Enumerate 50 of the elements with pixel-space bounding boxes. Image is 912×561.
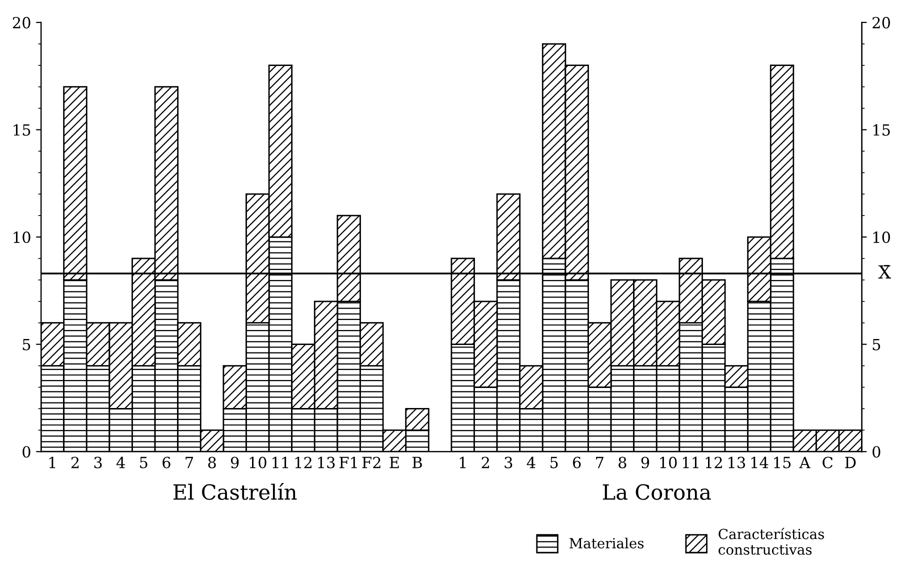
x-tick-label: 5 bbox=[140, 456, 148, 468]
x-tick-label: B bbox=[412, 456, 422, 468]
x-tick-label: F1 bbox=[340, 456, 357, 468]
x-tick-label: 4 bbox=[526, 456, 536, 468]
x-tick-label: 12 bbox=[295, 456, 312, 468]
x-tick-label: 11 bbox=[272, 456, 288, 468]
y2-tick-label: 20 bbox=[872, 16, 890, 28]
y2-tick-label: 0 bbox=[872, 446, 880, 458]
x-tick-label: 8 bbox=[618, 456, 626, 468]
x-tick-label: 10 bbox=[660, 456, 677, 468]
x-tick-label: 1 bbox=[49, 456, 56, 468]
x-tick-label: 5 bbox=[550, 456, 558, 468]
x-tick-label: 7 bbox=[186, 456, 193, 468]
text: El Castrelín bbox=[174, 482, 297, 500]
legend-label: Características constructivas bbox=[718, 528, 824, 555]
x-tick-label: A bbox=[799, 456, 811, 468]
x-tick-label: 9 bbox=[641, 456, 650, 468]
x-tick-label: 6 bbox=[162, 456, 170, 468]
y-tick-label: 0 bbox=[22, 446, 30, 458]
y2-tick-label: 5 bbox=[872, 338, 880, 350]
x-tick-label: 9 bbox=[230, 456, 239, 468]
x-tick-label: 15 bbox=[774, 456, 791, 468]
x-tick-label: 2 bbox=[482, 456, 489, 468]
y-tick-label: 15 bbox=[14, 124, 30, 136]
x-tick-label: 12 bbox=[706, 456, 722, 468]
x-tick-label: 11 bbox=[682, 456, 698, 468]
x-tick-label: 3 bbox=[504, 456, 512, 468]
x-tick-label: F2 bbox=[362, 456, 380, 468]
x-tick-label: 14 bbox=[751, 456, 768, 468]
y-tick-label: 5 bbox=[22, 338, 30, 350]
x-tick-label: 8 bbox=[208, 456, 216, 468]
x-tick-label: 2 bbox=[71, 456, 79, 468]
ref-line-label: X̄ bbox=[878, 265, 892, 278]
x-tick-label: 6 bbox=[573, 456, 581, 468]
x-tick-label: 10 bbox=[250, 456, 266, 468]
x-tick-label: E bbox=[390, 456, 399, 468]
y-tick-label: 20 bbox=[12, 16, 30, 28]
x-tick-label: 3 bbox=[94, 456, 102, 468]
x-tick-label: C bbox=[822, 456, 833, 468]
x-tick-label: D bbox=[845, 456, 856, 468]
x-tick-label: 7 bbox=[596, 456, 604, 468]
y2-tick-label: 10 bbox=[873, 231, 890, 244]
y2-tick-label: 15 bbox=[873, 124, 890, 136]
legend-label: Materiales bbox=[570, 538, 644, 548]
y-tick-label: 10 bbox=[14, 231, 30, 244]
x-tick-label: 4 bbox=[116, 456, 125, 468]
x-tick-label: 1 bbox=[460, 456, 466, 468]
x-tick-label: 13 bbox=[728, 456, 746, 468]
x-tick-label: 13 bbox=[318, 456, 335, 468]
text: La Corona bbox=[602, 484, 711, 500]
